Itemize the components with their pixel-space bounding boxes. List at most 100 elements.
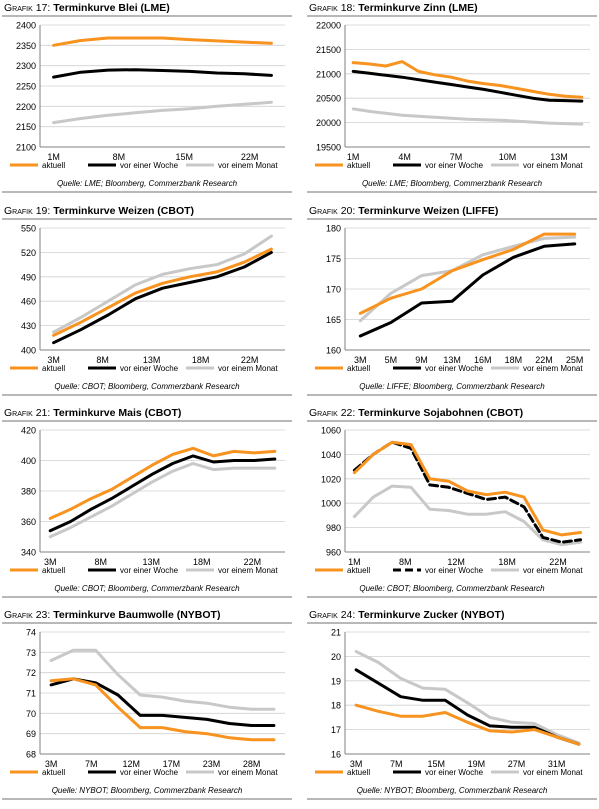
chart-panel: Grafik 21: Terminkurve Mais (CBOT) 340 360… <box>2 407 292 607</box>
x-tick-label: 10M <box>499 152 517 162</box>
series-line-aktuell <box>354 703 581 746</box>
y-tick-label: 2250 <box>16 82 36 92</box>
legend-label: aktuell <box>347 161 370 170</box>
y-tick-label: 960 <box>326 548 341 558</box>
chart-panel: Grafik 19: Terminkurve Weizen (CBOT) 400 4… <box>2 205 292 405</box>
chart-title-text: Terminkurve Weizen (CBOT) <box>50 205 195 217</box>
x-tick-label: 19M <box>468 759 486 769</box>
x-tick-label: 16M <box>474 355 492 365</box>
chart-source: Quelle: LME; Bloomberg, Commerzbank Rese… <box>361 179 543 188</box>
series-line-vor-einer-woche <box>351 69 584 103</box>
legend-label: vor einer Woche <box>120 566 179 575</box>
y-tick-label: 170 <box>326 285 341 295</box>
chart-source: Quelle: LME; Bloomberg, Commerzbank Rese… <box>56 179 238 188</box>
x-tick-label: 5M <box>385 355 398 365</box>
chart-number: Grafik 17: <box>4 2 51 14</box>
x-tick-label: 12M <box>123 759 141 769</box>
series-line-vor-einem-monat <box>352 484 583 547</box>
chart-title-text: Terminkurve Zinn (LME) <box>355 2 478 14</box>
y-tick-label: 20500 <box>316 94 341 104</box>
y-tick-label: 21500 <box>316 45 341 55</box>
line-chart: 16 17 18 19 20 21 3M 7M 15M 19M 27M 31M aktuell vor e… <box>315 628 590 777</box>
x-tick-label: 18M <box>192 355 210 365</box>
bottom-rule <box>2 394 292 396</box>
y-tick-label: 490 <box>21 272 36 282</box>
x-tick-label: 1M <box>348 557 361 567</box>
chart-panel: Grafik 23: Terminkurve Baumwolle (NYBOT)… <box>2 609 292 809</box>
y-tick-label: 74 <box>26 628 36 638</box>
y-tick-label: 1060 <box>321 426 341 436</box>
series-line-vor-einem-monat <box>354 650 581 745</box>
chart-panel: Grafik 20: Terminkurve Weizen (LIFFE) 160… <box>307 205 597 405</box>
top-rule <box>307 218 597 220</box>
y-tick-label: 175 <box>326 254 341 264</box>
chart-panel: Grafik 17: Terminkurve Blei (LME) 2100 215… <box>2 2 292 202</box>
x-tick-label: 15M <box>428 759 446 769</box>
bottom-rule <box>307 798 597 800</box>
chart-source: Quelle: CBOT; Bloomberg, Commerzbank Res… <box>359 584 545 593</box>
chart-title: Grafik 18: Terminkurve Zinn (LME) <box>309 2 478 14</box>
legend-label: vor einer Woche <box>120 768 179 777</box>
series-line-vor-einer-woche <box>52 250 273 345</box>
chart-title: Grafik 19: Terminkurve Weizen (CBOT) <box>4 205 194 217</box>
x-tick-label: 8M <box>96 355 109 365</box>
x-tick-label: 18M <box>193 557 211 567</box>
y-tick-label: 18 <box>331 701 341 711</box>
legend-label: vor einer Woche <box>425 566 484 575</box>
y-tick-label: 460 <box>21 297 36 307</box>
bottom-rule <box>307 596 597 598</box>
series-line-vor-einem-monat <box>49 648 276 711</box>
y-tick-label: 71 <box>26 689 36 699</box>
x-tick-label: 17M <box>163 759 181 769</box>
top-rule <box>307 420 597 422</box>
chart-number: Grafik 23: <box>4 609 51 621</box>
chart-title: Grafik 23: Terminkurve Baumwolle (NYBOT) <box>4 609 220 621</box>
legend-label: aktuell <box>347 768 370 777</box>
bottom-rule <box>2 798 292 800</box>
line-chart: 160 165 170 175 180 3M 5M 9M 13M 16M 18M 22M 25M aktu… <box>315 224 590 373</box>
legend-label: vor einem Monat <box>218 768 278 777</box>
chart-title-text: Terminkurve Baumwolle (NYBOT) <box>50 609 221 621</box>
y-tick-label: 340 <box>21 548 36 558</box>
line-chart: 68 69 70 71 72 73 74 3M 7M 12M 17M 23M 28M aktuell vor… <box>10 628 285 777</box>
x-tick-label: 1M <box>47 152 60 162</box>
top-rule <box>307 15 597 17</box>
line-chart: 2100 2150 2200 2250 2300 2350 2400 1M 8M 15M 22M ak… <box>10 21 285 170</box>
series-line-vor-einem-monat <box>48 462 277 539</box>
x-tick-label: 22M <box>549 557 567 567</box>
y-tick-label: 2350 <box>16 41 36 51</box>
y-tick-label: 20 <box>331 652 341 662</box>
series-line-aktuell <box>352 440 583 537</box>
y-tick-label: 21000 <box>316 69 341 79</box>
x-tick-label: 23M <box>203 759 221 769</box>
series-line-aktuell <box>358 232 577 315</box>
chart-panel: Grafik 24: Terminkurve Zucker (NYBOT) 16 1… <box>307 609 597 809</box>
legend-label: vor einer Woche <box>425 768 484 777</box>
chart-title-text: Terminkurve Mais (CBOT) <box>50 407 182 419</box>
y-tick-label: 72 <box>26 668 36 678</box>
legend-label: vor einer Woche <box>425 364 484 373</box>
legend-label: aktuell <box>42 161 65 170</box>
x-tick-label: 12M <box>447 557 465 567</box>
x-tick-label: 7M <box>85 759 98 769</box>
x-tick-label: 7M <box>450 152 463 162</box>
legend-label: vor einer Woche <box>120 161 179 170</box>
y-tick-label: 520 <box>21 248 36 258</box>
y-tick-label: 430 <box>21 321 36 331</box>
x-tick-label: 3M <box>45 759 58 769</box>
legend-label: vor einem Monat <box>523 566 583 575</box>
chart-number: Grafik 19: <box>4 205 51 217</box>
y-tick-label: 400 <box>21 346 36 356</box>
series-line-aktuell <box>52 36 273 47</box>
y-tick-label: 22000 <box>316 21 341 31</box>
chart-title-text: Terminkurve Zucker (NYBOT) <box>355 609 505 621</box>
y-tick-label: 980 <box>326 523 341 533</box>
chart-title-text: Terminkurve Sojabohnen (CBOT) <box>355 407 524 419</box>
chart-source: Quelle: LIFFE; Bloomberg, Commerzbank Re… <box>359 382 545 391</box>
y-tick-label: 1040 <box>321 450 341 460</box>
chart-source: Quelle: CBOT; Bloomberg, Commerzbank Res… <box>54 584 240 593</box>
legend-label: aktuell <box>42 566 65 575</box>
chart-title: Grafik 17: Terminkurve Blei (LME) <box>4 2 170 14</box>
x-tick-label: 25M <box>566 355 584 365</box>
legend-label: vor einem Monat <box>523 364 583 373</box>
